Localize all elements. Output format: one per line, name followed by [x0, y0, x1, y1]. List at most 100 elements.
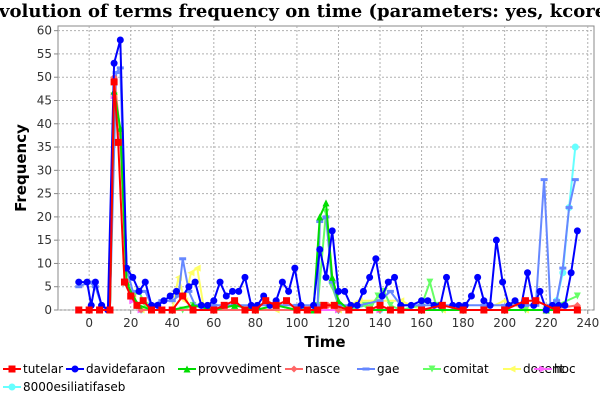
data-point	[467, 292, 475, 300]
data-point	[376, 299, 384, 303]
data-point	[112, 71, 120, 75]
y-tick-label: 50	[37, 70, 52, 84]
data-point	[573, 292, 581, 300]
data-point	[96, 306, 104, 314]
data-point	[114, 138, 122, 146]
data-point	[418, 306, 426, 314]
data-point	[141, 278, 149, 286]
y-tick-label: 25	[37, 187, 52, 201]
data-point	[120, 278, 128, 286]
legend-marker	[508, 365, 516, 373]
data-point	[397, 306, 405, 314]
data-point	[285, 287, 293, 295]
data-point	[438, 301, 446, 309]
data-point	[191, 278, 199, 286]
data-point	[386, 301, 394, 309]
x-tick-label: 140	[369, 316, 392, 330]
legend-label: hoc	[554, 362, 576, 376]
data-point	[328, 227, 336, 235]
legend: tutelar davidefaraon provvediment nasce gae c…	[3, 362, 576, 394]
data-point	[334, 303, 342, 307]
y-tick-label: 5	[44, 280, 52, 294]
data-point	[231, 297, 239, 305]
data-point	[231, 301, 239, 309]
data-point	[293, 303, 301, 307]
legend-label: tutelar	[23, 362, 63, 376]
x-tick-label: 100	[285, 316, 308, 330]
data-point	[532, 297, 540, 305]
data-point	[442, 273, 450, 281]
data-point	[83, 278, 91, 286]
legend-marker	[290, 365, 298, 373]
data-point	[322, 215, 330, 219]
legend-marker	[183, 365, 191, 373]
data-point	[193, 264, 201, 272]
data-point	[501, 303, 509, 307]
x-tick-label: 180	[452, 316, 475, 330]
data-point	[480, 306, 488, 314]
data-point	[314, 303, 322, 307]
data-point	[341, 287, 349, 295]
data-point	[376, 301, 384, 309]
data-point	[353, 301, 361, 309]
y-axis-ticks: 0 5 10 15 20 25 30 35 40 45 50 55 60	[37, 24, 58, 317]
data-point	[521, 303, 529, 307]
legend-label: gae	[377, 362, 399, 376]
plot-area	[57, 25, 595, 311]
data-point	[480, 297, 488, 305]
y-tick-label: 30	[37, 163, 52, 177]
x-tick-label: 120	[327, 316, 350, 330]
data-point	[366, 306, 374, 314]
data-point	[328, 273, 336, 281]
data-point	[222, 292, 230, 300]
data-point	[459, 306, 467, 314]
data-point	[561, 301, 569, 309]
data-point	[418, 297, 426, 305]
x-tick-label: 40	[165, 316, 180, 330]
data-point	[172, 287, 180, 295]
x-tick-label: 160	[410, 316, 433, 330]
data-point	[540, 178, 548, 182]
data-point	[314, 306, 322, 314]
data-point	[424, 297, 432, 305]
data-point	[75, 285, 83, 289]
data-point	[316, 245, 324, 253]
data-point	[127, 292, 135, 300]
data-point	[501, 306, 509, 314]
data-point	[571, 143, 579, 151]
data-point	[133, 301, 141, 309]
data-point	[106, 306, 114, 314]
data-point	[320, 301, 328, 309]
data-point	[185, 283, 193, 291]
data-point	[386, 289, 394, 293]
y-tick-label: 55	[37, 47, 52, 61]
legend-item-tutelar: tutelar	[3, 362, 63, 376]
data-point	[204, 301, 212, 309]
data-point	[160, 297, 168, 305]
data-point	[480, 303, 488, 307]
data-point	[291, 264, 299, 272]
series-tutelar	[75, 78, 581, 314]
y-tick-label: 35	[37, 140, 52, 154]
legend-item-gae: gae	[357, 362, 399, 376]
x-tick-label: 60	[206, 316, 221, 330]
data-point	[303, 306, 311, 314]
data-point	[210, 306, 218, 314]
legend-item-davidefaraon: davidefaraon	[66, 362, 165, 376]
data-point	[359, 287, 367, 295]
data-point	[158, 306, 166, 314]
data-point	[135, 287, 143, 295]
x-axis-label: Time	[304, 333, 345, 351]
data-point	[189, 306, 197, 314]
y-tick-label: 0	[44, 303, 52, 317]
legend-item-hoc: hoc	[534, 362, 576, 376]
data-point	[168, 299, 176, 303]
data-point	[384, 278, 392, 286]
data-point	[386, 306, 394, 314]
data-point	[573, 227, 581, 235]
legend-item-comitat: comitat	[423, 362, 489, 376]
data-point	[330, 301, 338, 309]
legend-item-8000esiliatifaseb: 8000esiliatifaseb	[3, 380, 125, 394]
data-point	[293, 306, 301, 314]
